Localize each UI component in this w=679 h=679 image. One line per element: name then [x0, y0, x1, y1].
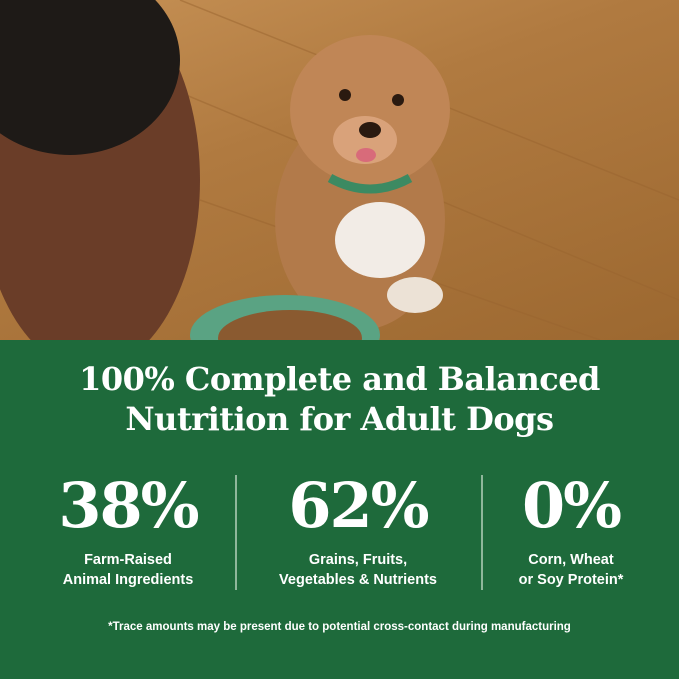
stat-value: 0%: [521, 469, 622, 542]
headline-line-1: 100% Complete and Balanced: [79, 360, 600, 398]
stat-label: Farm-Raised Animal Ingredients: [62, 552, 194, 588]
stat-value: 38%: [58, 469, 199, 542]
dog-head: [290, 35, 450, 185]
footnote: *Trace amounts may be present due to pot…: [108, 621, 571, 633]
divider: [235, 475, 237, 590]
nutrition-panel: 100% Complete and Balanced Nutrition for…: [0, 340, 679, 679]
stat-label: Corn, Wheat or Soy Protein*: [518, 552, 624, 588]
divider: [481, 475, 483, 590]
stat-value: 62%: [288, 469, 429, 542]
stat-corn-wheat-soy: 0% Corn, Wheat or Soy Protein*: [458, 470, 679, 590]
stat-animal-ingredients: 38% Farm-Raised Animal Ingredients: [15, 470, 241, 590]
stat-grains-fruits: 62% Grains, Fruits, Vegetables & Nutrient…: [245, 470, 471, 590]
dog-with-bowl-illustration: [0, 0, 679, 340]
dog-chest: [335, 202, 425, 278]
headline-line-2: Nutrition for Adult Dogs: [125, 400, 554, 438]
dog-collar: [327, 174, 413, 194]
stat-label: Grains, Fruits, Vegetables & Nutrients: [279, 552, 437, 588]
hero-photo: [0, 0, 679, 340]
